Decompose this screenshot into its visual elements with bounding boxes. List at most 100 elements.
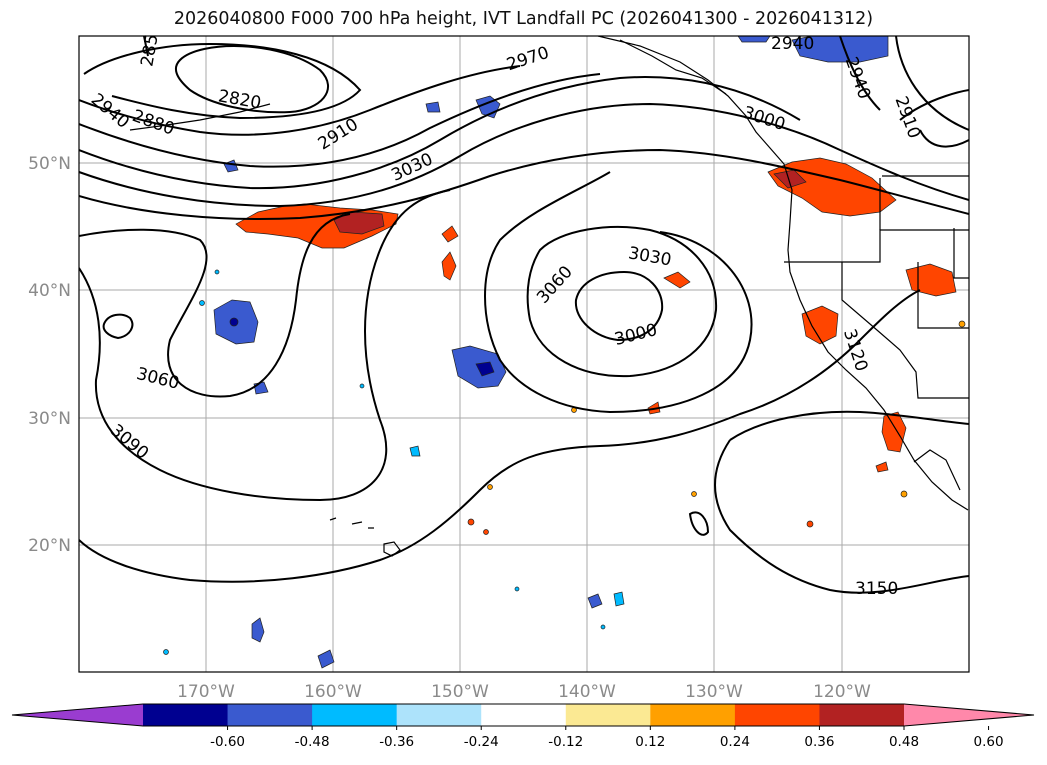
ivt-dot-8 [958, 320, 966, 328]
contour-3030 [79, 148, 969, 220]
ivt-neg-dot-2 [214, 269, 220, 275]
contour-label: 2820 [217, 86, 263, 113]
contour-2940 [79, 73, 601, 168]
alaska-coast [619, 39, 727, 95]
contour-2910 [79, 65, 521, 136]
contour-west-small [102, 313, 134, 340]
contour-label: 285 [137, 33, 162, 68]
colorbar-segment [819, 704, 905, 726]
colorbar: -0.60 -0.48 -0.36 -0.24 -0.12 0.12 0.24 0.36 0.4… [11, 703, 1035, 750]
ivt-neg-dot-5 [514, 586, 520, 592]
ivt-dot-1 [487, 484, 493, 490]
contour-label: 2940 [841, 54, 875, 101]
colorbar-extend-max [904, 704, 1034, 726]
ivt-neg-patch-north [791, 36, 889, 63]
lon-label-160w: 160°W [304, 682, 362, 702]
colorbar-segment [227, 704, 313, 726]
colorbar-tick-label: -0.60 [210, 734, 245, 750]
contour-3060-west [79, 213, 351, 398]
contour-label: 3000 [740, 103, 787, 135]
contour-3000-center [574, 270, 664, 342]
gulf-of-california [913, 449, 961, 491]
ivt-neg-patch-north-2 [737, 36, 771, 43]
ivt-dot-5 [806, 520, 814, 528]
ivt-patch-small-1 [441, 225, 459, 243]
contour-label: 2880 [130, 106, 177, 140]
colorbar-segment [143, 704, 229, 726]
lon-label-140w: 140°W [558, 682, 616, 702]
nevada-border [917, 262, 969, 329]
height-contours [79, 36, 969, 594]
contour-3030-center [526, 225, 718, 378]
colorbar-tick-label: 0.12 [635, 734, 665, 750]
contour-3060-center [484, 171, 753, 414]
contour-label: 2970 [504, 43, 551, 75]
ivt-patch-small-5 [875, 461, 889, 473]
contour-subtrop [688, 511, 710, 536]
contour-label: 3060 [533, 262, 577, 308]
ivt-core-pnw [773, 169, 807, 189]
ivt-patch-socal [881, 411, 907, 453]
contour-label: 3090 [106, 420, 152, 463]
hawaii-big-island [383, 541, 401, 557]
lat-label-30n: 30°N [28, 409, 71, 429]
colorbar-tick-label: 0.24 [720, 734, 750, 750]
contour-label: 3000 [612, 320, 659, 350]
coastlines [129, 36, 969, 557]
ivt-neg-dot-4 [163, 649, 169, 655]
ivt-positive-patches [235, 157, 966, 535]
ivt-neg-patch-11 [409, 445, 421, 457]
ivt-neg-patch-5 [223, 159, 239, 173]
colorbar-segment [481, 704, 567, 726]
contour-3000 [79, 102, 969, 208]
colorbar-outline [11, 703, 1035, 727]
colorbar-tick-label: -0.24 [464, 734, 499, 750]
ivt-neg-dot-3 [359, 383, 365, 389]
colorbar-segment [312, 704, 398, 726]
california-border [841, 262, 969, 399]
ivt-neg-patch-4 [425, 101, 441, 113]
colorbar-tick-label: -0.48 [295, 734, 330, 750]
lon-label-170w: 170°W [177, 682, 235, 702]
hawaii-islands [329, 517, 374, 529]
ivt-patch-oregon-inland [905, 263, 957, 297]
colorbar-tick-label: -0.12 [548, 734, 583, 750]
gridlines [79, 36, 969, 672]
lat-label-20n: 20°N [28, 536, 71, 556]
ivt-dot-3 [483, 529, 489, 535]
colorbar-tick-label: 0.36 [804, 734, 834, 750]
ivt-neg-core-central [475, 361, 495, 377]
colorbar-segment [650, 704, 736, 726]
latitude-labels: 50°N 40°N 30°N 20°N [28, 154, 71, 556]
contour-label: 3060 [134, 364, 181, 394]
ivt-negative-patches [163, 36, 889, 669]
colorbar-segment [565, 704, 651, 726]
contour-label: 2940 [87, 90, 133, 133]
contour-2880 [83, 42, 362, 120]
contour-label: 3150 [855, 579, 898, 599]
ivt-neg-patch-6 [253, 381, 269, 395]
colorbar-segment [396, 704, 482, 726]
contour-3150 [714, 410, 969, 594]
state-line-2 [953, 228, 969, 279]
contour-2940-ne [839, 36, 969, 131]
colorbar-tick-label: 0.48 [889, 734, 919, 750]
lon-label-120w: 120°W [813, 682, 871, 702]
contour-2850 [143, 36, 149, 57]
ivt-dot-2 [467, 518, 475, 526]
ivt-neg-patch-10 [613, 591, 625, 607]
ivt-neg-patch-7 [251, 617, 265, 643]
ivt-dot-6 [900, 490, 908, 498]
lon-label-150w: 150°W [431, 682, 489, 702]
ivt-neg-dot-1 [199, 300, 205, 306]
contour-3120 [79, 289, 921, 583]
longitude-labels: 170°W 160°W 150°W 140°W 130°W 120°W [177, 682, 871, 702]
contour-label: 2940 [771, 34, 814, 54]
ivt-dot-4 [691, 491, 697, 497]
ivt-neg-patch-9 [587, 593, 603, 609]
oregon-border [784, 229, 969, 263]
contour-3090 [79, 189, 451, 502]
colorbar-tick-label: -0.36 [379, 734, 414, 750]
contour-east-closed [899, 89, 969, 148]
